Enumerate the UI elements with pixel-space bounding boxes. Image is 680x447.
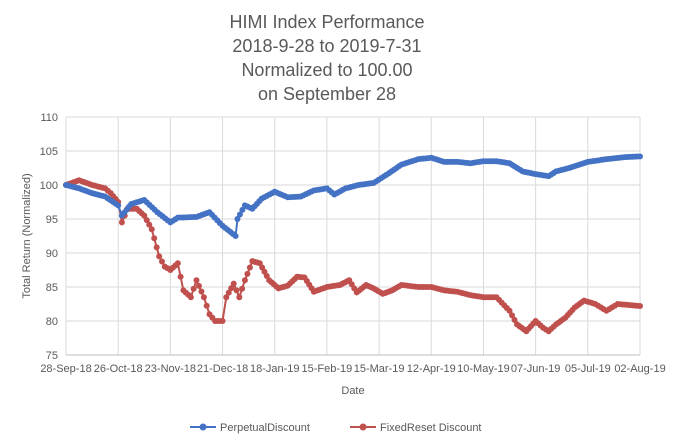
chart-title: HIMI Index Performance 2018-9-28 to 2019… — [229, 12, 424, 104]
data-point — [239, 285, 246, 292]
x-tick-label: 05-Jul-19 — [565, 363, 611, 375]
x-axis-label: Date — [341, 385, 364, 397]
data-point — [143, 217, 150, 224]
series-fixedreset-discount — [63, 177, 643, 335]
data-point — [637, 153, 643, 160]
x-tick-label: 15-Mar-19 — [354, 363, 405, 375]
legend-item: FixedReset Discount — [350, 422, 482, 434]
legend-marker — [199, 423, 207, 431]
legend-marker — [359, 423, 367, 431]
data-point — [244, 270, 251, 277]
data-point — [637, 303, 643, 310]
x-tick-labels: 28-Sep-18 26-Oct-18 23-Nov-18 21-Dec-18 18-J… — [40, 363, 665, 375]
data-point — [239, 206, 246, 213]
data-point — [230, 280, 237, 287]
series-layer — [63, 153, 643, 335]
x-tick-label: 21-Dec-18 — [197, 363, 248, 375]
x-tick-label: 02-Aug-19 — [614, 363, 665, 375]
data-point — [195, 282, 202, 289]
legend-label: FixedReset Discount — [380, 422, 482, 434]
data-point — [511, 316, 518, 323]
data-point — [118, 219, 125, 226]
data-point — [177, 273, 184, 280]
data-point — [241, 277, 248, 284]
x-tick-label: 15-Feb-19 — [302, 363, 353, 375]
x-tick-label: 12-Apr-19 — [407, 363, 456, 375]
y-tick-label: 90 — [46, 248, 58, 260]
data-point — [225, 289, 232, 296]
legend-label: PerpetualDiscount — [220, 422, 310, 434]
y-tick-label: 85 — [46, 282, 58, 294]
data-point — [153, 244, 160, 251]
data-point — [236, 294, 243, 301]
data-point — [190, 285, 197, 292]
data-point — [141, 212, 148, 219]
data-point — [148, 226, 155, 233]
data-point — [234, 216, 241, 222]
gridlines — [65, 116, 641, 356]
y-tick-label: 100 — [40, 180, 58, 192]
data-point — [506, 307, 513, 314]
chart-title-line: HIMI Index Performance — [229, 12, 424, 32]
legend: PerpetualDiscount FixedReset Discount — [190, 422, 482, 434]
data-point — [151, 235, 158, 242]
y-tick-labels: 75 80 85 90 95 100 105 110 — [40, 112, 58, 362]
data-point — [228, 285, 235, 292]
y-tick-label: 110 — [40, 112, 58, 124]
y-axis-label: Total Return (Normalized) — [21, 173, 33, 298]
data-point — [223, 294, 230, 301]
data-point — [509, 312, 516, 319]
data-point — [146, 221, 153, 228]
data-point — [156, 253, 163, 260]
data-point — [174, 260, 181, 267]
data-point — [193, 277, 200, 284]
data-point — [198, 288, 205, 295]
x-tick-label: 10-May-19 — [457, 363, 510, 375]
chart-title-line: on September 28 — [258, 84, 396, 104]
x-tick-label: 23-Nov-18 — [145, 363, 196, 375]
data-point — [203, 302, 210, 309]
data-point — [115, 202, 122, 209]
series-line — [65, 179, 641, 333]
x-tick-label: 28-Sep-18 — [40, 363, 91, 375]
data-point — [158, 258, 165, 265]
y-tick-label: 80 — [46, 316, 58, 328]
x-tick-label: 07-Jun-19 — [511, 363, 561, 375]
data-point — [246, 264, 253, 271]
y-tick-label: 95 — [46, 214, 58, 226]
y-tick-label: 75 — [46, 350, 58, 362]
series-perpetualdiscount — [63, 153, 643, 239]
chart-title-line: 2018-9-28 to 2019-7-31 — [232, 36, 421, 56]
data-point — [232, 233, 239, 239]
legend-item: PerpetualDiscount — [190, 422, 310, 434]
chart-title-line: Normalized to 100.00 — [241, 60, 412, 80]
data-point — [219, 318, 226, 324]
x-tick-label: 18-Jan-19 — [250, 363, 300, 375]
data-point — [236, 211, 243, 218]
data-point — [187, 294, 194, 301]
y-tick-label: 105 — [40, 146, 58, 158]
data-point — [233, 287, 240, 294]
data-point — [200, 294, 207, 301]
x-tick-label: 26-Oct-18 — [94, 363, 143, 375]
